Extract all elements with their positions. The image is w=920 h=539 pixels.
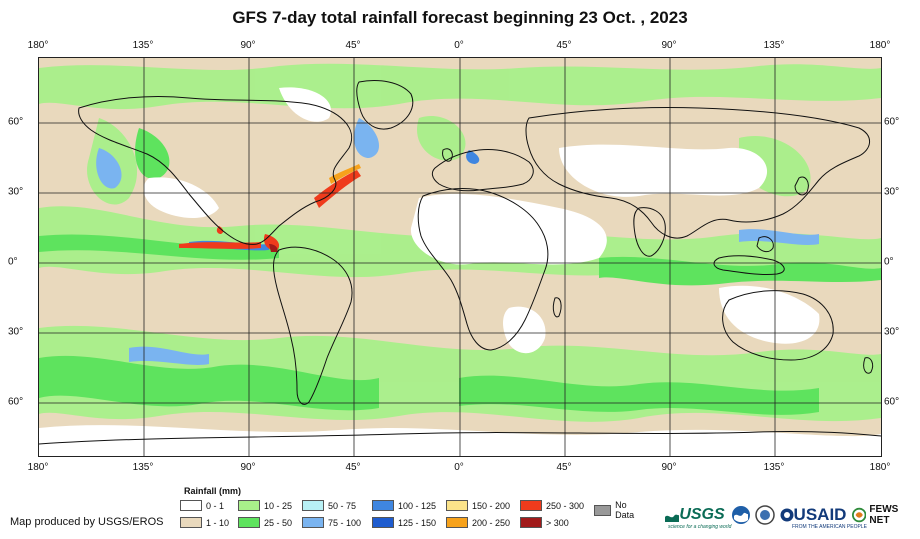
fews-net-wordmark: FEWS NET [869,504,899,526]
lat-label-right: 30° [884,186,900,198]
noaa-logo [730,500,752,530]
legend-label: 125 - 150 [398,517,437,528]
lon-label-bottom: 90° [661,462,677,473]
lon-label-bottom: 135° [763,462,785,473]
legend-label: No Data [615,500,635,520]
lon-label-bottom: 0° [454,462,464,473]
lon-label-top: 45° [556,40,572,51]
usaid-wordmark: USAID [793,505,847,524]
lat-label-left: 0° [8,256,18,268]
legend-label: 250 - 300 [546,500,585,511]
legend-swatch [372,500,394,511]
legend-swatch [446,500,468,511]
lon-label-top: 0° [454,40,464,51]
lon-label-top: 45° [345,40,361,51]
logo-strip: USGS science for a changing world USAID … [664,500,916,530]
legend-item: 125 - 150 [372,517,436,528]
lat-label-left: 60° [8,116,24,128]
legend-item: 100 - 125 [372,500,436,511]
lat-label-right: 0° [884,256,894,268]
usgs-tagline: science for a changing world [668,524,732,530]
legend-label: 25 - 50 [264,517,293,528]
lon-label-top: 135° [132,40,154,51]
usaid-logo: USAID FROM THE AMERICAN PEOPLE [778,500,867,530]
legend-swatch [238,517,260,528]
legend-item: > 300 [520,517,569,528]
lat-label-right: 30° [884,326,900,338]
legend-label: 50 - 75 [328,500,357,511]
legend-label: 100 - 125 [398,500,437,511]
lat-label-left: 60° [8,396,24,408]
legend-item: 25 - 50 [238,517,292,528]
lat-label-right: 60° [884,396,900,408]
lon-label-top: 135° [763,40,785,51]
legend-item: No Data [594,500,640,520]
agency-seal-icon [755,505,775,525]
lon-label-top: 180° [27,40,49,51]
legend-swatch [302,500,324,511]
lon-label-top: 90° [661,40,677,51]
seal-logo [754,500,776,530]
legend-label: 1 - 10 [206,517,230,528]
legend-item: 75 - 100 [302,517,361,528]
lat-label-left: 30° [8,326,24,338]
legend: 0 - 1 1 - 10 10 - 25 25 - 50 50 - 75 75 … [180,500,640,532]
legend-item: 150 - 200 [446,500,510,511]
noaa-seal-icon [732,506,750,524]
usgs-wave-icon [665,514,680,522]
legend-swatch [520,500,542,511]
usaid-tagline: FROM THE AMERICAN PEOPLE [792,524,867,530]
legend-swatch [180,500,202,511]
usgs-wordmark: USGS [679,506,725,523]
legend-item: 200 - 250 [446,517,510,528]
legend-item: 50 - 75 [302,500,356,511]
legend-swatch [446,517,468,528]
fews-net-logo: FEWS NET [852,500,916,530]
legend-item: 1 - 10 [180,517,229,528]
lat-label-right: 60° [884,116,900,128]
lon-label-bottom: 180° [27,462,49,473]
rainfall-map-canvas [39,58,881,456]
legend-label: 10 - 25 [264,500,293,511]
map-title: GFS 7-day total rainfall forecast beginn… [232,8,688,27]
credit-text: Map produced by USGS/EROS [10,516,164,528]
legend-swatch [520,517,542,528]
legend-swatch [594,504,612,516]
legend-label: > 300 [546,517,569,528]
lon-label-bottom: 90° [240,462,256,473]
lon-label-top: 90° [240,40,256,51]
legend-swatch [372,517,394,528]
lon-label-bottom: 135° [132,462,154,473]
usgs-logo: USGS science for a changing world [664,500,731,530]
legend-label: 75 - 100 [328,517,362,528]
legend-item: 250 - 300 [520,500,584,511]
legend-item: 10 - 25 [238,500,292,511]
lon-label-bottom: 45° [345,462,361,473]
lat-label-left: 30° [8,186,24,198]
legend-item: 0 - 1 [180,500,224,511]
rainfall-map[interactable] [38,57,882,457]
legend-label: 200 - 250 [472,517,511,528]
legend-swatch [238,500,260,511]
legend-label: 0 - 1 [206,500,225,511]
lon-label-bottom: 180° [869,462,891,473]
legend-swatch [302,517,324,528]
usaid-seal-icon [780,508,794,522]
legend-swatch [180,517,202,528]
lon-label-top: 180° [869,40,891,51]
legend-title: Rainfall (mm) [184,486,242,496]
legend-label: 150 - 200 [472,500,511,511]
fews-net-icon [852,507,867,523]
lon-label-bottom: 45° [556,462,572,473]
